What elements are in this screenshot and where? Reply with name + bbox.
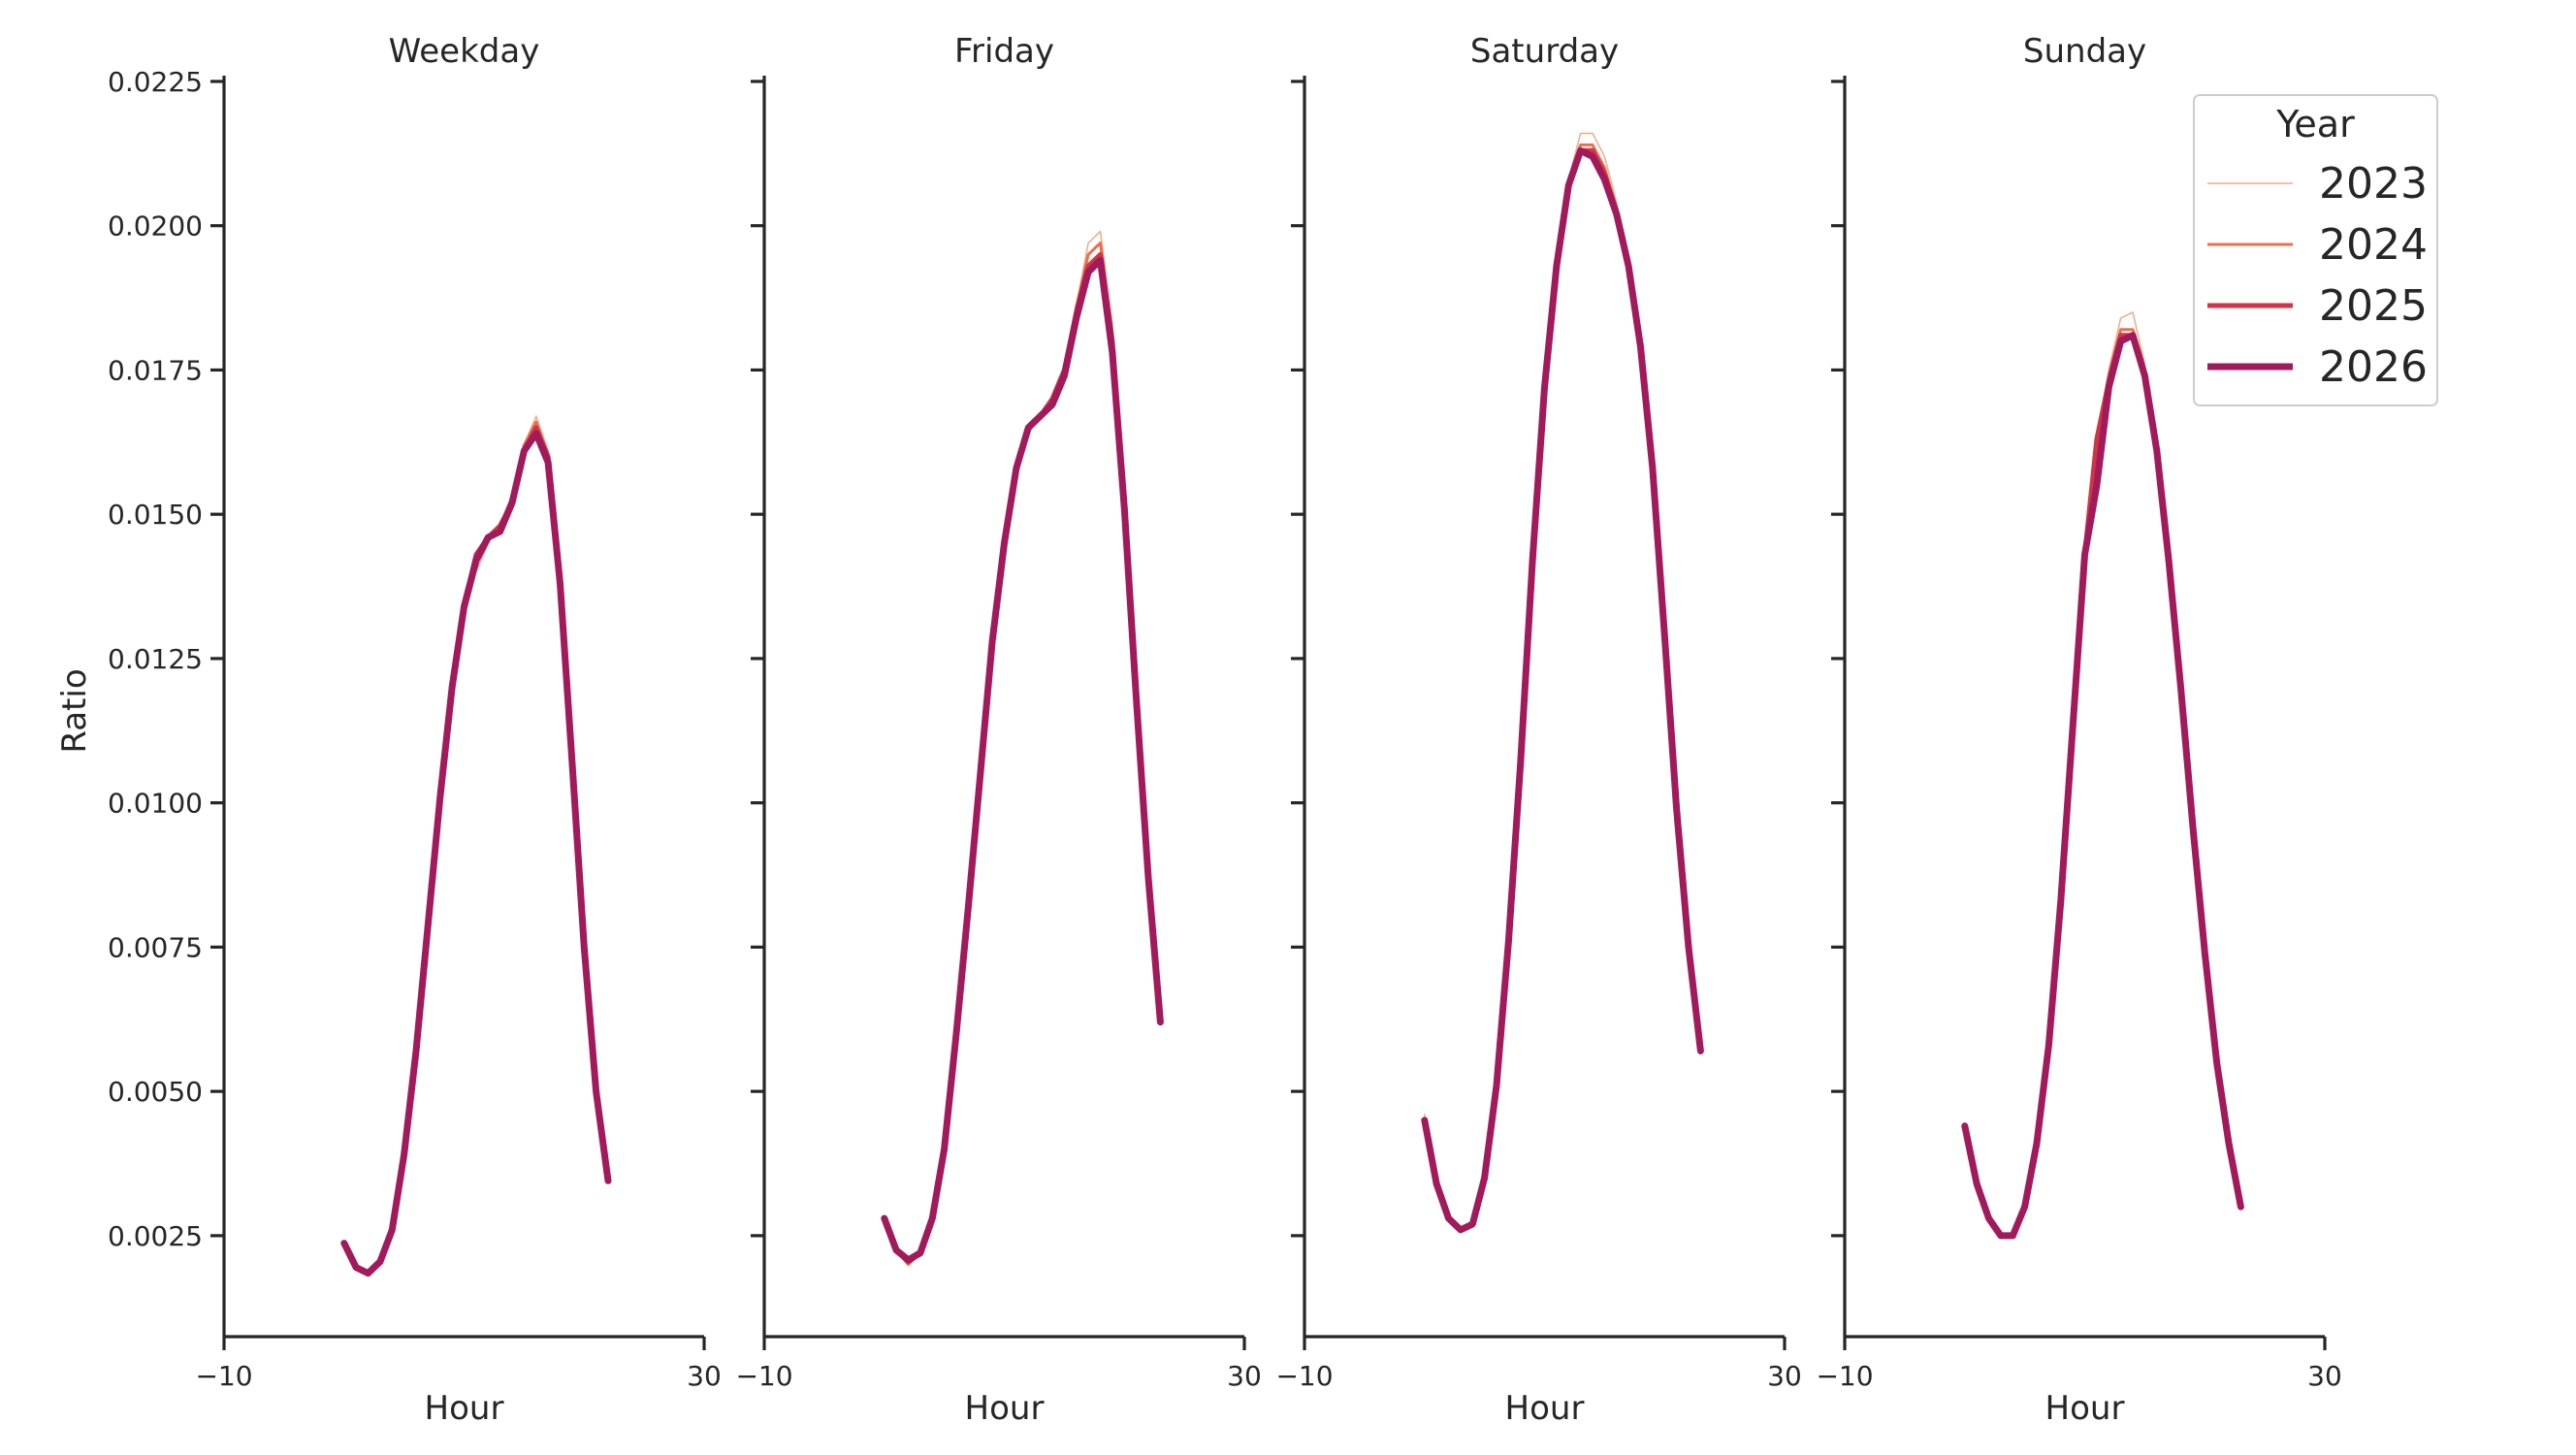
panel-saturday: Saturday −10 30 Hour [1275, 32, 1801, 1428]
y-tick-label: 0.0025 [108, 1220, 203, 1252]
series-line-2024 [1423, 143, 1702, 1232]
x-tick-label: 30 [1227, 1360, 1262, 1392]
x-tick-label: 30 [1767, 1360, 1802, 1392]
y-tick-label: 0.0050 [108, 1076, 203, 1108]
series-line-2023 [343, 415, 609, 1275]
series-line-2023 [1424, 132, 1702, 1231]
x-axis-label: Hour [2045, 1389, 2125, 1428]
panels: Weekday 0.0025 0.0050 0.0075 0.0100 0.0125 0.0… [108, 32, 2342, 1428]
x-axis-label: Hour [965, 1389, 1045, 1428]
legend-label-2025: 2025 [2319, 281, 2428, 331]
series-line-2026 [881, 256, 1164, 1264]
panel-title: Saturday [1470, 32, 1619, 71]
series-line-2024 [1963, 328, 2242, 1238]
y-tick-label: 0.0100 [108, 788, 203, 820]
y-tick-label: 0.0200 [108, 210, 203, 242]
x-tick-label: −10 [1816, 1360, 1873, 1392]
series-line-2024 [342, 420, 610, 1276]
legend-label-2026: 2026 [2319, 342, 2428, 392]
x-tick-label: −10 [1275, 1360, 1333, 1392]
series-line-2025 [1422, 147, 1703, 1233]
x-axis-label: Hour [1505, 1389, 1585, 1428]
legend-title: Year [2275, 103, 2355, 146]
panel-title: Weekday [389, 32, 540, 71]
series-line-2023 [884, 230, 1162, 1266]
series-line-2026 [1421, 146, 1704, 1234]
y-tick-label: 0.0125 [108, 643, 203, 675]
series-line-2025 [1962, 333, 2243, 1239]
panel-weekday: Weekday 0.0025 0.0050 0.0075 0.0100 0.0125 0.0… [108, 32, 722, 1428]
y-tick-label: 0.0150 [108, 499, 203, 531]
x-tick-label: −10 [195, 1360, 252, 1392]
x-tick-label: −10 [735, 1360, 792, 1392]
legend-label-2023: 2023 [2319, 159, 2428, 209]
x-axis-label: Hour [425, 1389, 504, 1428]
panel-title: Sunday [2023, 32, 2146, 71]
series-line-2026 [340, 430, 612, 1277]
panel-title: Friday [954, 32, 1054, 71]
series-line-2026 [1961, 332, 2244, 1240]
x-tick-label: 30 [2307, 1360, 2342, 1392]
y-axis-label: Ratio [55, 668, 94, 753]
legend-label-2024: 2024 [2319, 220, 2428, 270]
y-tick-label: 0.0075 [108, 931, 203, 963]
legend-frame [2193, 94, 2438, 406]
y-tick-label: 0.0175 [108, 354, 203, 386]
legend: Year 2023 2024 2025 2026 [2193, 94, 2438, 406]
y-tick-label: 0.0225 [108, 66, 203, 98]
x-tick-label: 30 [687, 1360, 722, 1392]
panel-sunday: Sunday −10 30 Hour [1816, 32, 2341, 1428]
panel-friday: Friday −10 30 Hour [735, 32, 1261, 1428]
